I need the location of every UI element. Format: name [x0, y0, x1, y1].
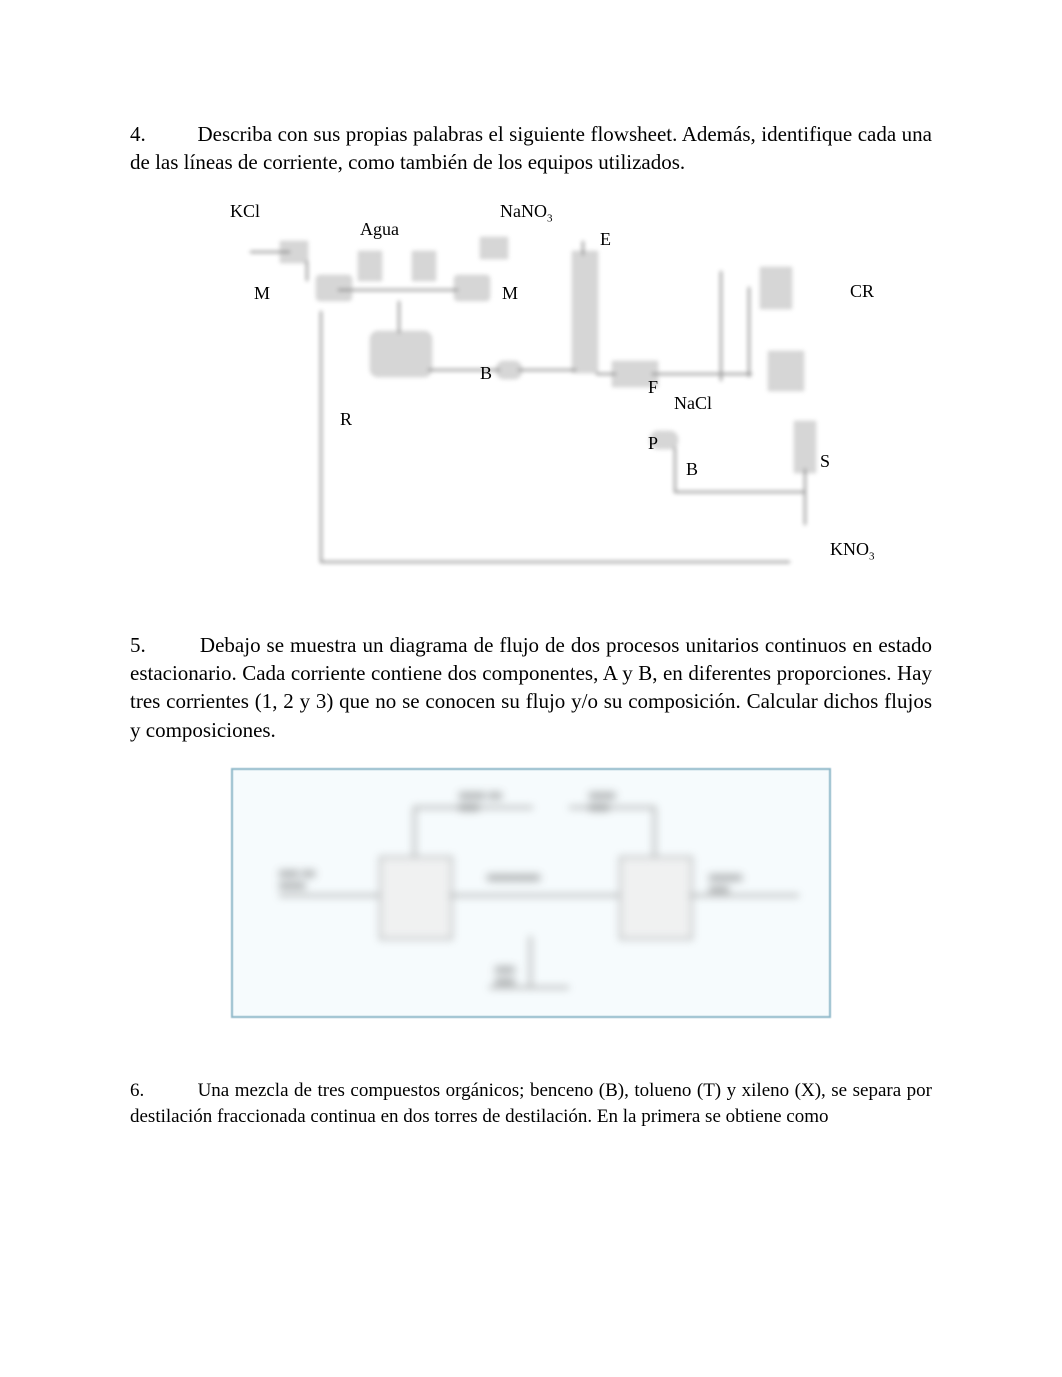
figure-2-two-units: ■■■ ■■■■■■ ■■■■ ■■■■■ ■■■■■■■ ■■■■■■■■ ■… — [231, 768, 831, 1018]
label-nano3: NaNO3 — [500, 201, 553, 225]
label-b1: B — [480, 363, 492, 384]
label-b2: B — [686, 459, 698, 480]
label-p: P — [648, 433, 658, 454]
flowsheet-background — [220, 211, 860, 581]
label-kno3-base: KNO — [830, 539, 869, 559]
q5-text: Debajo se muestra un diagrama de flujo d… — [130, 633, 932, 742]
label-agua: Agua — [360, 219, 399, 240]
label-e: E — [600, 229, 611, 250]
q6-text: Una mezcla de tres compuestos orgánicos;… — [130, 1080, 932, 1127]
label-kno3-sub: 3 — [869, 550, 875, 562]
figure-2-content: ■■■ ■■■■■■ ■■■■ ■■■■■ ■■■■■■■ ■■■■■■■■ ■… — [239, 776, 823, 1010]
label-cr: CR — [850, 281, 874, 302]
label-nacl: NaCl — [674, 393, 712, 414]
q6-number: 6. — [130, 1078, 170, 1104]
label-s: S — [820, 451, 830, 472]
flowsheet-diagram: KCl Agua NaNO3 E M M CR B R F NaCl P B S… — [170, 201, 930, 601]
label-m2: M — [502, 283, 518, 304]
label-nano3-sub: 3 — [547, 212, 553, 224]
label-kcl: KCl — [230, 201, 260, 222]
label-m1: M — [254, 283, 270, 304]
figure-1-flowsheet: KCl Agua NaNO3 E M M CR B R F NaCl P B S… — [130, 201, 932, 601]
label-kno3: KNO3 — [830, 539, 875, 563]
page: 4. Describa con sus propias palabras el … — [0, 0, 1062, 1377]
label-f: F — [648, 377, 658, 398]
q4-number: 4. — [130, 120, 170, 148]
q5-number: 5. — [130, 631, 170, 659]
label-r: R — [340, 409, 352, 430]
label-nano3-base: NaNO — [500, 201, 547, 221]
question-5: 5. Debajo se muestra un diagrama de fluj… — [130, 631, 932, 744]
question-4: 4. Describa con sus propias palabras el … — [130, 120, 932, 177]
q4-text: Describa con sus propias palabras el sig… — [130, 122, 932, 174]
question-6: 6. Una mezcla de tres compuestos orgánic… — [130, 1078, 932, 1129]
